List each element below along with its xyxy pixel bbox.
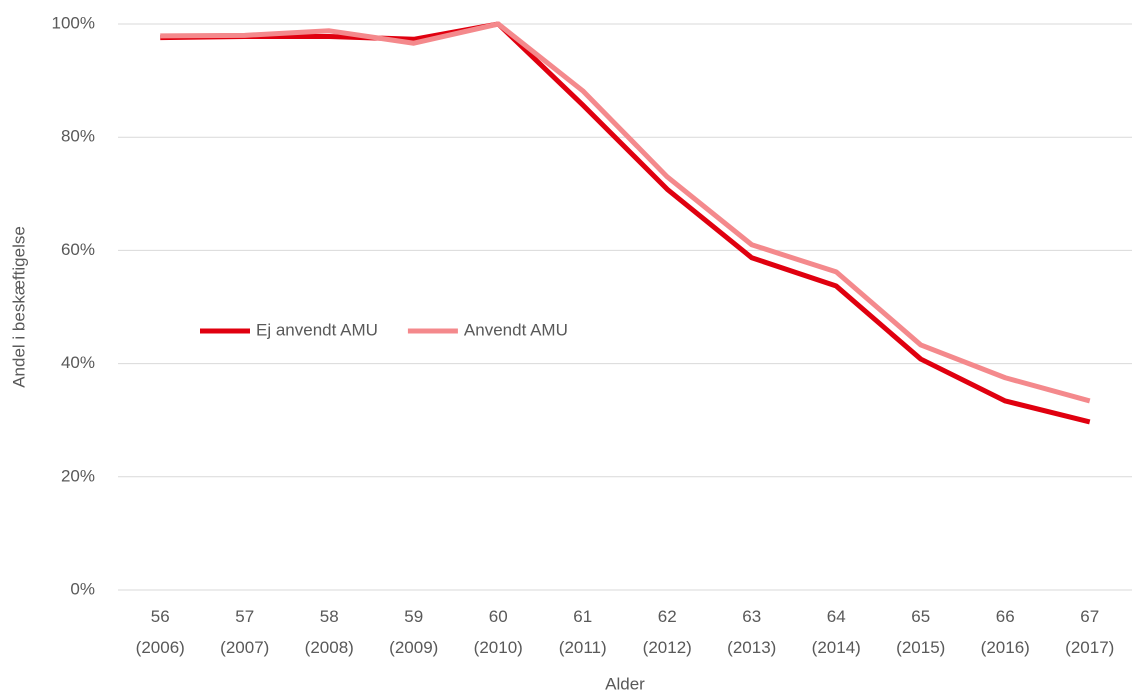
y-tick-label: 20% [61, 466, 95, 485]
x-tick-label: 64 (2014) [812, 607, 861, 657]
y-tick-label: 0% [70, 579, 95, 598]
x-tick-label: 57 (2007) [220, 607, 269, 657]
series-line [160, 21, 1091, 425]
x-tick-label: 62 (2012) [643, 607, 692, 657]
legend-label: Anvendt AMU [464, 320, 568, 339]
y-tick-label: 60% [61, 240, 95, 259]
series-line [160, 21, 1091, 404]
x-axis-label: Alder [605, 674, 645, 693]
x-tick-label: 65 (2015) [896, 607, 945, 657]
x-tick-label: 56 (2006) [136, 607, 185, 657]
x-tick-label: 59 (2009) [389, 607, 438, 657]
x-tick-label: 63 (2013) [727, 607, 776, 657]
y-axis-label: Andel i beskæftigelse [9, 226, 28, 388]
x-tick-label: 67 (2017) [1065, 607, 1114, 657]
y-tick-label: 100% [52, 13, 95, 32]
legend-label: Ej anvendt AMU [256, 320, 378, 339]
y-tick-label: 40% [61, 353, 95, 372]
x-tick-label: 66 (2016) [981, 607, 1030, 657]
x-tick-label: 61 (2011) [559, 607, 607, 657]
y-tick-label: 80% [61, 127, 95, 146]
x-tick-label: 58 (2008) [305, 607, 354, 657]
x-tick-label: 60 (2010) [474, 607, 523, 657]
